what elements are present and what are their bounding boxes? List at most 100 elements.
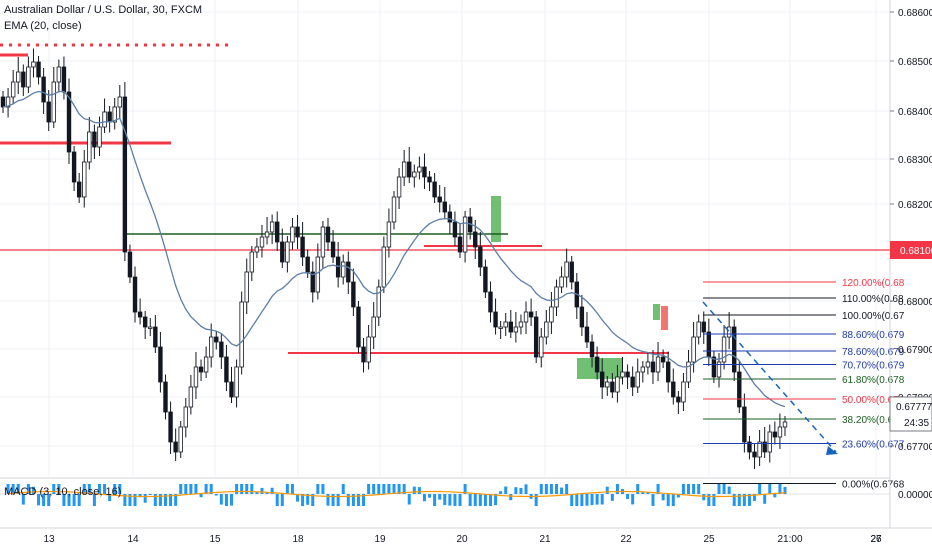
candle[interactable] [549, 306, 554, 323]
candle[interactable] [290, 226, 295, 243]
candle[interactable] [498, 326, 503, 329]
candle[interactable] [92, 131, 97, 148]
candle[interactable] [767, 431, 772, 453]
candle[interactable] [676, 396, 681, 403]
candle[interactable] [696, 321, 701, 338]
candle[interactable] [528, 311, 534, 318]
candle[interactable] [346, 261, 351, 283]
candle[interactable] [264, 231, 270, 238]
candle[interactable] [478, 246, 483, 268]
candle[interactable] [244, 271, 249, 303]
candle[interactable] [295, 226, 300, 238]
candle[interactable] [107, 111, 112, 123]
candle[interactable] [462, 216, 468, 253]
candle[interactable] [396, 176, 402, 198]
candle[interactable] [203, 356, 209, 373]
candle[interactable] [732, 326, 737, 373]
candle[interactable] [711, 356, 717, 378]
candle[interactable] [407, 161, 412, 178]
candle[interactable] [315, 256, 321, 293]
candle[interactable] [234, 366, 239, 398]
candle[interactable] [36, 61, 41, 78]
candle[interactable] [142, 316, 148, 328]
candle[interactable] [76, 181, 82, 198]
candle[interactable] [239, 301, 244, 368]
candle[interactable] [249, 251, 255, 273]
candle[interactable] [198, 366, 204, 373]
candle[interactable] [422, 166, 427, 178]
candle[interactable] [569, 261, 574, 283]
candle[interactable] [31, 61, 36, 68]
candle[interactable] [655, 356, 661, 373]
candle[interactable] [681, 381, 686, 403]
candle[interactable] [376, 286, 381, 318]
candle[interactable] [178, 426, 183, 453]
candle[interactable] [513, 326, 519, 333]
candle[interactable] [173, 441, 178, 453]
candle[interactable] [417, 166, 422, 173]
candle[interactable] [721, 336, 727, 363]
highlight-box-red[interactable] [661, 306, 668, 330]
candle[interactable] [361, 346, 366, 363]
candle[interactable] [523, 311, 529, 323]
candle[interactable] [386, 221, 392, 248]
candle[interactable] [742, 406, 747, 443]
candle[interactable] [488, 291, 493, 313]
candle[interactable] [97, 126, 102, 148]
candle[interactable] [137, 311, 143, 318]
candle[interactable] [594, 356, 600, 373]
candle[interactable] [782, 421, 788, 428]
candle[interactable] [625, 371, 630, 378]
candle[interactable] [473, 231, 478, 248]
candle[interactable] [544, 321, 549, 338]
candle[interactable] [10, 81, 16, 98]
candle[interactable] [437, 196, 442, 203]
candle[interactable] [366, 336, 371, 363]
candle[interactable] [371, 316, 376, 338]
candle[interactable] [66, 91, 72, 153]
candle[interactable] [427, 176, 432, 183]
candle[interactable] [71, 151, 77, 183]
candle[interactable] [102, 111, 107, 128]
candle[interactable] [660, 356, 666, 363]
candle[interactable] [518, 321, 524, 328]
trend-line-dashed[interactable] [702, 301, 837, 453]
candle[interactable] [219, 341, 224, 358]
candle[interactable] [777, 426, 783, 438]
candle[interactable] [691, 336, 696, 363]
candle[interactable] [254, 246, 260, 253]
highlight-box-green[interactable] [653, 304, 660, 320]
candle[interactable] [163, 381, 168, 413]
candle[interactable] [148, 326, 153, 329]
candle[interactable] [599, 371, 605, 388]
candle[interactable] [762, 441, 767, 453]
candle[interactable] [630, 376, 635, 388]
candle[interactable] [214, 336, 219, 343]
candle[interactable] [508, 321, 513, 333]
candle[interactable] [41, 76, 46, 103]
candle[interactable] [772, 431, 778, 438]
candle[interactable] [305, 256, 310, 273]
candle[interactable] [645, 361, 651, 368]
candle[interactable] [605, 381, 610, 388]
candle[interactable] [285, 241, 290, 263]
candle[interactable] [483, 266, 488, 293]
candle[interactable] [640, 366, 646, 373]
candle[interactable] [87, 131, 92, 163]
candle[interactable] [208, 336, 214, 358]
candle[interactable] [193, 366, 199, 388]
candle[interactable] [46, 101, 51, 123]
candle[interactable] [310, 271, 315, 293]
candle[interactable] [168, 411, 173, 443]
candle[interactable] [122, 96, 128, 253]
candle[interactable] [51, 81, 56, 123]
candle[interactable] [533, 316, 539, 358]
candle[interactable] [259, 236, 265, 248]
candle[interactable] [686, 361, 691, 383]
candle[interactable] [325, 226, 331, 243]
candle[interactable] [493, 311, 498, 328]
candle[interactable] [320, 226, 326, 258]
candle[interactable] [224, 356, 229, 383]
candle[interactable] [716, 361, 722, 378]
